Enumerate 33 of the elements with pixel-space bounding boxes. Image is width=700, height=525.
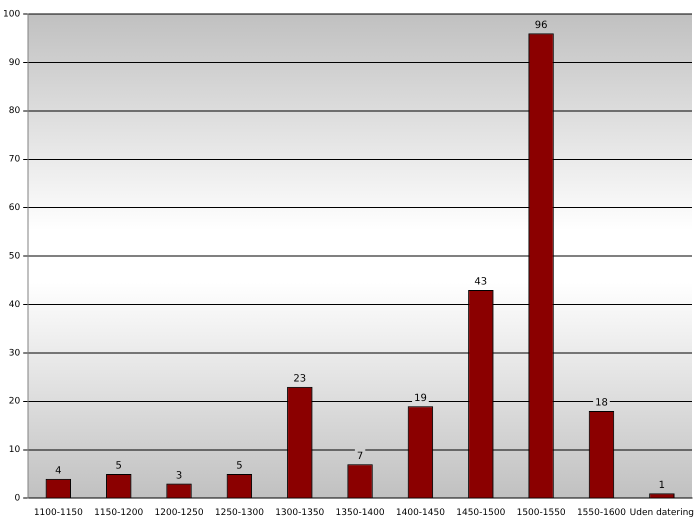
data-label: 43: [474, 276, 488, 288]
y-tick-label: 80: [8, 106, 20, 116]
y-tick-label: 90: [8, 58, 20, 68]
y-tick-label: 40: [8, 300, 20, 310]
x-tick-label: 1150-1200: [94, 508, 144, 518]
y-tick-label: 20: [8, 396, 20, 407]
x-tick-label: 1500-1550: [516, 508, 566, 518]
data-label: 7: [356, 450, 364, 462]
y-tick-label: 100: [2, 9, 20, 20]
x-tick-label: 1100-1150: [34, 508, 84, 518]
data-label: 96: [534, 20, 548, 31]
data-label: 1: [658, 480, 666, 491]
x-tick-label: 1300-1350: [275, 508, 325, 518]
data-label: 5: [116, 460, 122, 472]
x-tick-label: Uden datering: [630, 508, 694, 518]
data-label: 23: [293, 373, 306, 384]
data-label: 3: [176, 470, 182, 482]
x-tick-label: 1450-1500: [456, 508, 506, 518]
data-label: 4: [55, 465, 62, 476]
x-tick-label: 1400-1450: [396, 508, 446, 518]
data-label: 18: [595, 398, 608, 409]
data-label: 5: [236, 460, 243, 472]
x-tick-label: 1350-1400: [336, 508, 385, 518]
y-tick-label: 10: [8, 445, 20, 456]
data-label: 19: [414, 392, 427, 404]
x-tick-label: 1200-1250: [154, 508, 204, 518]
y-tick-label: 70: [8, 154, 20, 165]
x-tick-label: 1250-1300: [214, 508, 264, 518]
y-tick-label: 50: [8, 251, 20, 262]
y-tick-label: 0: [14, 494, 20, 504]
y-tick-label: 30: [8, 348, 20, 358]
y-tick-label: 60: [8, 203, 20, 214]
x-tick-label: 1550-1600: [576, 508, 626, 518]
